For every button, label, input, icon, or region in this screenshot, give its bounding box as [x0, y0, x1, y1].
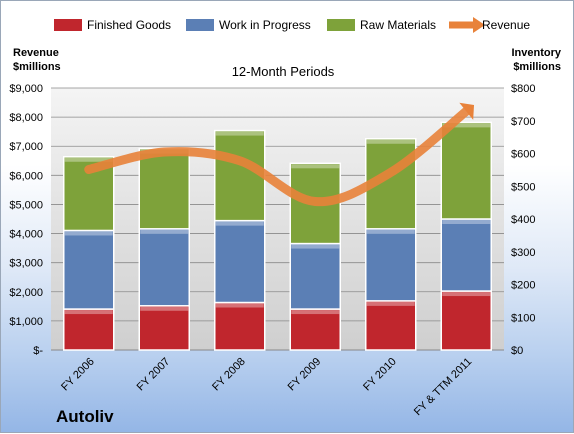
category-label: FY 2010 — [361, 356, 399, 394]
legend-label: Revenue — [482, 18, 530, 32]
bar-highlight — [64, 157, 113, 162]
right-tick-label: $700 — [511, 116, 535, 128]
bar-highlight — [442, 123, 491, 128]
legend-swatch-finished-goods — [54, 19, 82, 31]
bar-highlight — [215, 303, 264, 308]
bar-highlight — [64, 231, 113, 236]
left-tick-label: $6,000 — [9, 170, 43, 182]
right-tick-label: $200 — [511, 280, 535, 292]
bar-work-in-progress — [440, 218, 492, 292]
revenue-arrowhead — [459, 102, 475, 120]
category-label: FY & TTM 2011 — [412, 356, 475, 419]
chart-subtitle: 12-Month Periods — [232, 64, 335, 79]
category-label: FY 2009 — [286, 356, 324, 394]
revenue-line — [84, 106, 471, 207]
bar-highlight — [442, 292, 491, 297]
bar-finished-goods — [63, 308, 115, 351]
bar-finished-goods — [289, 308, 341, 351]
company-name: Autoliv — [56, 407, 114, 426]
bar-highlight — [442, 220, 491, 224]
legend-label: Raw Materials — [360, 18, 436, 32]
bar-work-in-progress — [214, 219, 266, 304]
left-tick-label: $5,000 — [9, 199, 43, 211]
bar-highlight — [291, 164, 340, 169]
left-tick-label: $- — [33, 345, 43, 357]
right-tick-label: $300 — [511, 247, 535, 259]
right-tick-label: $500 — [511, 181, 535, 193]
legend-swatch-work-in-progress — [186, 19, 214, 31]
bar-work-in-progress — [365, 228, 417, 302]
bar-highlight — [64, 310, 113, 315]
left-axis-title-line1: Revenue — [13, 47, 59, 59]
bar-finished-goods — [365, 300, 417, 351]
bar-finished-goods — [138, 305, 190, 351]
category-label: FY 2008 — [210, 356, 248, 394]
right-tick-label: $400 — [511, 214, 535, 226]
legend-arrow — [473, 17, 485, 33]
bar-raw-materials — [440, 121, 492, 220]
category-label: FY 2006 — [59, 356, 97, 394]
left-tick-label: $8,000 — [9, 112, 43, 124]
bar-raw-materials — [214, 129, 266, 222]
left-tick-label: $1,000 — [9, 316, 43, 328]
left-tick-label: $7,000 — [9, 141, 43, 153]
legend-swatch-raw-materials — [327, 19, 355, 31]
bar-highlight — [291, 244, 340, 249]
left-tick-label: $4,000 — [9, 229, 43, 241]
bar-raw-materials — [138, 147, 190, 230]
bar-highlight — [140, 306, 189, 311]
bar-work-in-progress — [289, 242, 341, 310]
bar-highlight — [366, 301, 415, 306]
left-tick-label: $2,000 — [9, 287, 43, 299]
bar-work-in-progress — [63, 229, 115, 310]
right-axis-title-line1: Inventory — [511, 47, 561, 59]
plot-area — [51, 88, 504, 350]
legend-label: Finished Goods — [87, 18, 171, 32]
bar-highlight — [140, 229, 189, 234]
left-axis-title-line2: $millions — [13, 61, 61, 73]
category-label: FY 2007 — [135, 356, 173, 394]
bar-work-in-progress — [138, 228, 190, 307]
legend-label: Work in Progress — [219, 18, 311, 32]
right-tick-label: $0 — [511, 345, 523, 357]
bar-highlight — [366, 139, 415, 144]
right-tick-label: $600 — [511, 149, 535, 161]
right-tick-label: $800 — [511, 83, 535, 95]
left-tick-label: $9,000 — [9, 83, 43, 95]
bar-highlight — [215, 131, 264, 136]
right-tick-label: $100 — [511, 312, 535, 324]
right-axis-title-line2: $millions — [513, 61, 561, 73]
bar-finished-goods — [214, 301, 266, 351]
bar-highlight — [291, 310, 340, 315]
bar-highlight — [366, 229, 415, 234]
left-tick-label: $3,000 — [9, 258, 43, 270]
bar-finished-goods — [440, 290, 492, 351]
bar-highlight — [215, 221, 264, 226]
